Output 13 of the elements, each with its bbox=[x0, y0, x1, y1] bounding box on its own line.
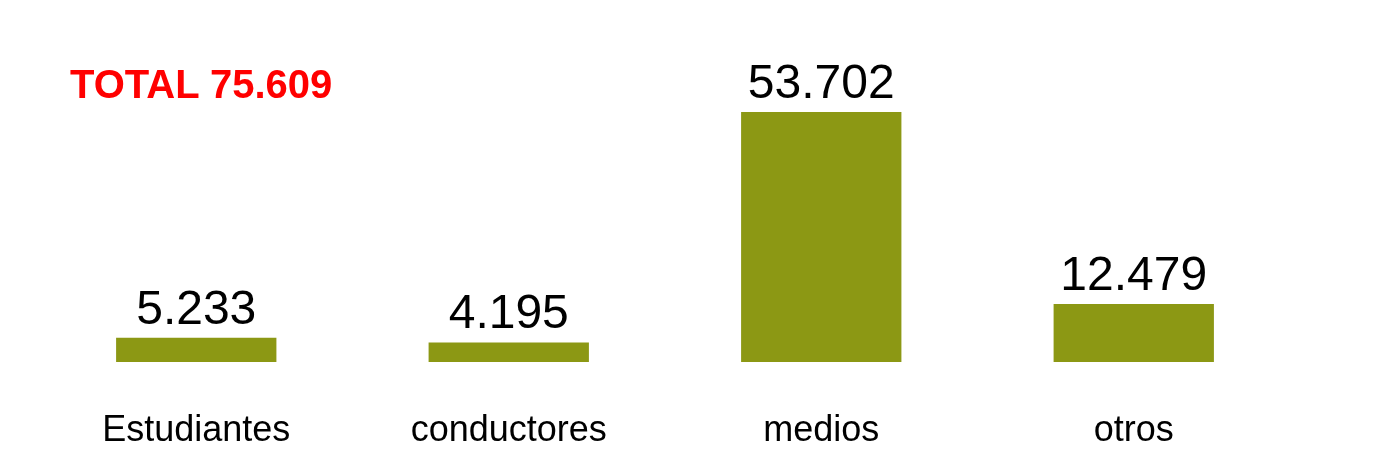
bar bbox=[1053, 303, 1214, 362]
data-label: 5.233 bbox=[136, 280, 257, 334]
data-label: 12.479 bbox=[1060, 246, 1208, 300]
bar bbox=[116, 337, 277, 362]
x-tick-label: medios bbox=[763, 407, 880, 449]
bar bbox=[428, 342, 589, 362]
x-tick-label: Estudiantes bbox=[102, 407, 291, 449]
x-tick-label: conductores bbox=[410, 407, 607, 449]
data-label: 53.702 bbox=[747, 55, 895, 108]
text: TOTAL 75.609 bbox=[70, 62, 333, 107]
data-label: 4.195 bbox=[448, 285, 569, 339]
x-tick-label: otros bbox=[1093, 407, 1174, 449]
bar bbox=[741, 112, 902, 362]
